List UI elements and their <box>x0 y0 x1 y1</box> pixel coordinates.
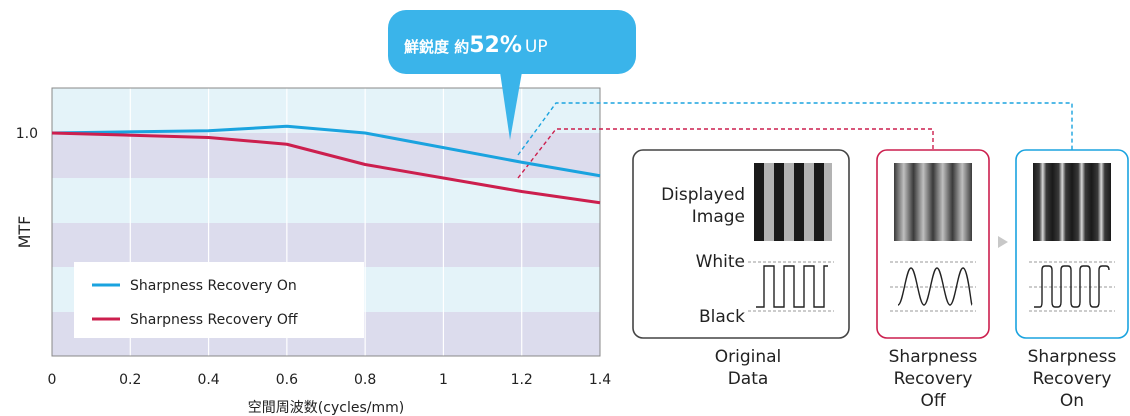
x-tick-label: 0.4 <box>197 372 219 388</box>
panel-on-title-1: Sharpness <box>1028 347 1117 367</box>
label-white: White <box>696 252 745 272</box>
connector-off <box>517 128 934 179</box>
panel-off: Sharpness Recovery Off <box>876 149 990 411</box>
legend-box <box>74 262 364 338</box>
callout-bubble <box>388 10 636 74</box>
y-tick-label: 1.0 <box>16 126 38 142</box>
original-bar-pattern <box>754 163 832 241</box>
callout-pointer <box>500 72 522 140</box>
label-image: Image <box>692 207 745 227</box>
y-axis-label: MTF <box>15 216 34 249</box>
legend-label-on: Sharpness Recovery On <box>130 278 297 294</box>
series-line-off <box>51 131 601 205</box>
on-waveform <box>1034 265 1110 308</box>
panel-off-title-1: Sharpness <box>889 347 978 367</box>
panel-on-title-3: On <box>1060 391 1084 411</box>
x-tick-label: 1.4 <box>589 372 611 388</box>
original-waveform <box>756 265 828 308</box>
x-tick-label: 1 <box>439 372 448 388</box>
arrow-icon <box>998 236 1008 248</box>
panel-original-title-1: Original <box>715 347 782 367</box>
panel-on: Sharpness Recovery On <box>1015 149 1129 411</box>
label-black: Black <box>699 307 745 327</box>
on-bar-pattern <box>1033 163 1111 241</box>
x-tick-label: 0.2 <box>119 372 141 388</box>
plot-frame <box>51 87 601 357</box>
panel-off-title-3: Off <box>920 391 946 411</box>
x-tick-label: 0.6 <box>276 372 298 388</box>
label-displayed: Displayed <box>661 185 745 205</box>
legend: Sharpness Recovery On Sharpness Recovery… <box>74 262 364 338</box>
x-tick-label: 0.8 <box>354 372 376 388</box>
x-tick-label: 0 <box>48 372 57 388</box>
legend-label-off: Sharpness Recovery Off <box>130 312 298 328</box>
panel-original-title-2: Data <box>728 369 769 389</box>
panel-off-title-2: Recovery <box>894 369 973 389</box>
callout-text: 鮮鋭度 約52% UP <box>404 33 548 58</box>
series-line-on <box>51 124 601 178</box>
series-layer <box>51 124 601 205</box>
panel-on-title-2: Recovery <box>1033 369 1112 389</box>
sharpness-callout: 鮮鋭度 約52% UP <box>388 10 636 140</box>
x-axis-label: 空間周波数(cycles/mm) <box>248 400 404 416</box>
x-tick-labels: 0 0.2 0.4 0.6 0.8 1 1.2 1.4 <box>48 372 612 388</box>
off-bar-pattern <box>894 163 972 241</box>
panel-original: Displayed Image White Black Original Dat… <box>632 149 850 389</box>
x-tick-label: 1.2 <box>511 372 533 388</box>
off-waveform <box>897 267 973 306</box>
connector-on <box>517 102 1073 156</box>
